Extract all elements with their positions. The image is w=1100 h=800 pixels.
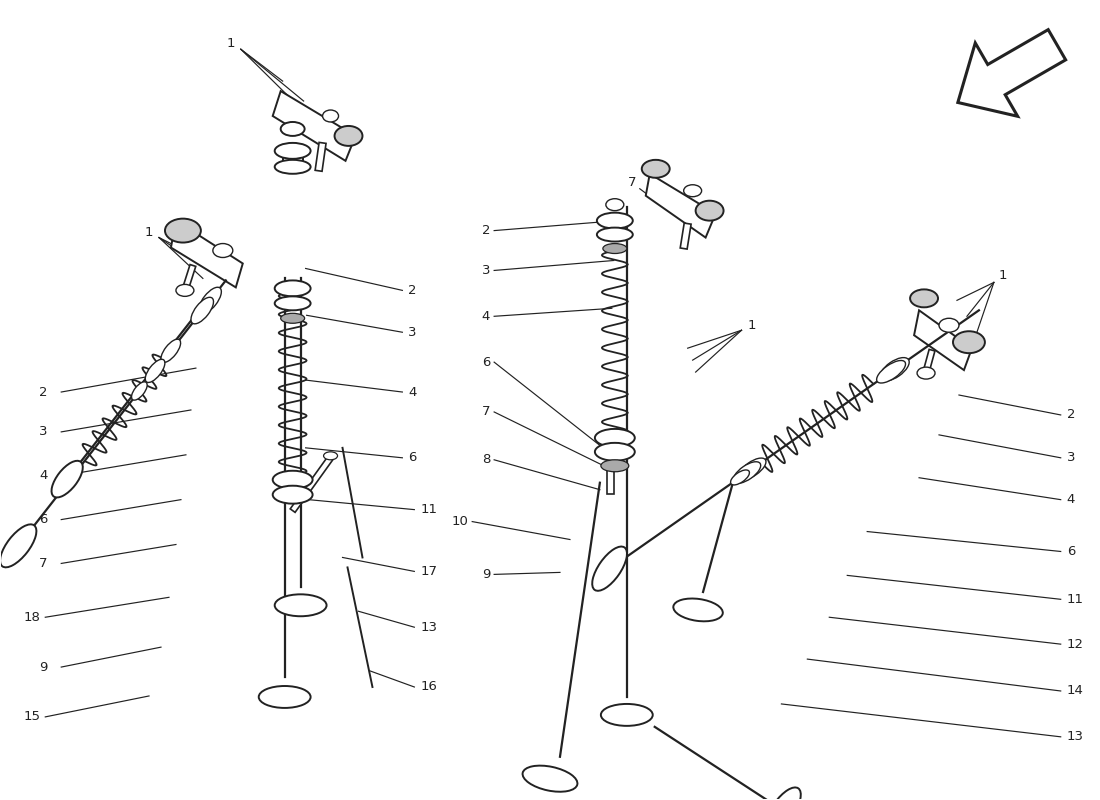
Ellipse shape — [939, 318, 959, 332]
Ellipse shape — [280, 122, 305, 136]
Ellipse shape — [738, 458, 766, 480]
Ellipse shape — [592, 546, 627, 591]
Ellipse shape — [191, 298, 213, 324]
Ellipse shape — [273, 470, 312, 489]
Text: 14: 14 — [1067, 685, 1084, 698]
Ellipse shape — [734, 462, 761, 483]
Polygon shape — [183, 265, 196, 288]
Text: 6: 6 — [40, 513, 47, 526]
Text: 3: 3 — [40, 426, 47, 438]
Ellipse shape — [597, 213, 632, 229]
Ellipse shape — [145, 359, 165, 382]
Text: 12: 12 — [1067, 638, 1084, 650]
Polygon shape — [273, 91, 355, 161]
Polygon shape — [607, 440, 614, 494]
Text: 4: 4 — [482, 310, 491, 322]
Ellipse shape — [601, 460, 629, 472]
Text: 2: 2 — [40, 386, 47, 398]
Ellipse shape — [275, 594, 327, 616]
Ellipse shape — [199, 287, 221, 314]
Text: 9: 9 — [482, 568, 491, 581]
Text: 2: 2 — [482, 224, 491, 237]
Ellipse shape — [161, 339, 180, 362]
Ellipse shape — [730, 470, 749, 485]
Text: 7: 7 — [627, 176, 636, 190]
Ellipse shape — [595, 443, 635, 461]
Text: 11: 11 — [420, 503, 438, 516]
Text: 7: 7 — [482, 406, 491, 418]
Polygon shape — [170, 221, 243, 287]
Ellipse shape — [910, 290, 938, 307]
Text: 3: 3 — [408, 326, 417, 338]
Text: 15: 15 — [23, 710, 41, 723]
Text: 1: 1 — [999, 269, 1008, 282]
Text: 3: 3 — [482, 264, 491, 277]
Ellipse shape — [684, 185, 702, 197]
Ellipse shape — [273, 486, 312, 504]
Ellipse shape — [275, 143, 310, 159]
Ellipse shape — [132, 382, 147, 400]
Ellipse shape — [213, 243, 233, 258]
Ellipse shape — [953, 331, 984, 353]
Ellipse shape — [597, 228, 632, 242]
Polygon shape — [646, 174, 716, 238]
Text: 4: 4 — [1067, 493, 1075, 506]
Ellipse shape — [275, 296, 310, 310]
Ellipse shape — [695, 201, 724, 221]
Ellipse shape — [280, 314, 305, 323]
Ellipse shape — [258, 686, 310, 708]
Ellipse shape — [601, 704, 652, 726]
Ellipse shape — [275, 160, 310, 174]
Ellipse shape — [673, 598, 723, 622]
Text: 18: 18 — [23, 610, 41, 624]
Ellipse shape — [880, 358, 910, 381]
Text: 7: 7 — [40, 557, 47, 570]
Text: 6: 6 — [408, 451, 417, 464]
Polygon shape — [680, 223, 691, 249]
Text: 1: 1 — [227, 37, 235, 50]
Text: 4: 4 — [40, 470, 47, 482]
Ellipse shape — [176, 285, 194, 296]
Text: 6: 6 — [1067, 545, 1075, 558]
Text: 9: 9 — [40, 661, 47, 674]
Text: 11: 11 — [1067, 593, 1084, 606]
Ellipse shape — [522, 766, 578, 792]
Polygon shape — [315, 142, 326, 171]
Text: 3: 3 — [1067, 451, 1075, 464]
Text: 10: 10 — [451, 515, 469, 528]
Text: 16: 16 — [420, 681, 437, 694]
Ellipse shape — [323, 452, 338, 460]
Ellipse shape — [275, 281, 310, 296]
Ellipse shape — [595, 429, 635, 447]
Ellipse shape — [603, 243, 627, 254]
Text: 13: 13 — [1067, 730, 1084, 743]
Polygon shape — [923, 350, 935, 373]
Text: 8: 8 — [482, 454, 491, 466]
Ellipse shape — [334, 126, 363, 146]
Text: 2: 2 — [408, 284, 417, 297]
Ellipse shape — [322, 110, 339, 122]
Text: 13: 13 — [420, 621, 438, 634]
Ellipse shape — [641, 160, 670, 178]
Text: 2: 2 — [1067, 409, 1075, 422]
Ellipse shape — [165, 218, 201, 242]
Text: 6: 6 — [482, 356, 491, 369]
Ellipse shape — [917, 367, 935, 379]
Ellipse shape — [52, 461, 82, 498]
Text: 1: 1 — [748, 318, 756, 332]
Polygon shape — [958, 30, 1066, 116]
Ellipse shape — [877, 361, 905, 383]
Polygon shape — [914, 310, 972, 370]
Ellipse shape — [766, 787, 801, 800]
Ellipse shape — [606, 198, 624, 210]
Text: 4: 4 — [408, 386, 417, 398]
Ellipse shape — [0, 524, 36, 567]
Text: 17: 17 — [420, 565, 438, 578]
Bar — [283, 146, 302, 164]
Polygon shape — [290, 456, 333, 512]
Text: 1: 1 — [145, 226, 153, 239]
